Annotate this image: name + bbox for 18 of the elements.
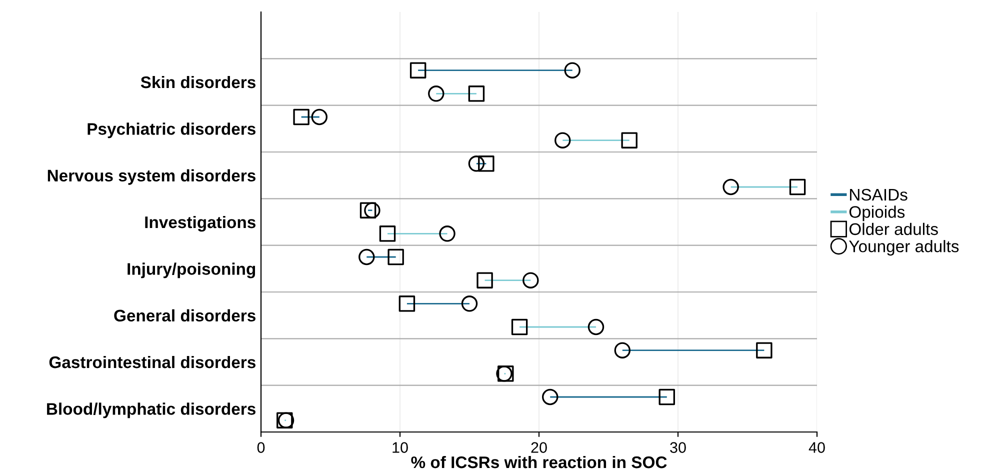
x-tick-label: 30: [670, 442, 686, 453]
legend-label: Younger adults: [849, 240, 959, 256]
y-tick-label: Blood/lymphatic disorders: [47, 402, 256, 418]
legend-label: Opioids: [849, 206, 905, 222]
y-tick-label: Investigations: [145, 216, 256, 232]
x-tick-label: 10: [392, 442, 408, 453]
x-tick-label: 0: [257, 442, 265, 453]
y-tick-label: Gastrointestinal disorders: [49, 356, 256, 368]
x-tick-label: 40: [808, 442, 825, 453]
y-tick-label: Psychiatric disorders: [88, 122, 256, 138]
x-axis-title: % of ICSRs with reaction in SOC: [411, 456, 667, 468]
legend-label: Older adults: [849, 222, 938, 236]
y-tick-label: General disorders: [114, 309, 256, 322]
x-tick-label: 20: [531, 442, 547, 453]
y-tick-label: Injury/poisoning: [128, 262, 256, 278]
y-tick-label: Nervous system disorders: [48, 169, 256, 185]
y-tick-label: Skin disorders: [140, 76, 256, 88]
legend-label: NSAIDs: [850, 188, 908, 201]
